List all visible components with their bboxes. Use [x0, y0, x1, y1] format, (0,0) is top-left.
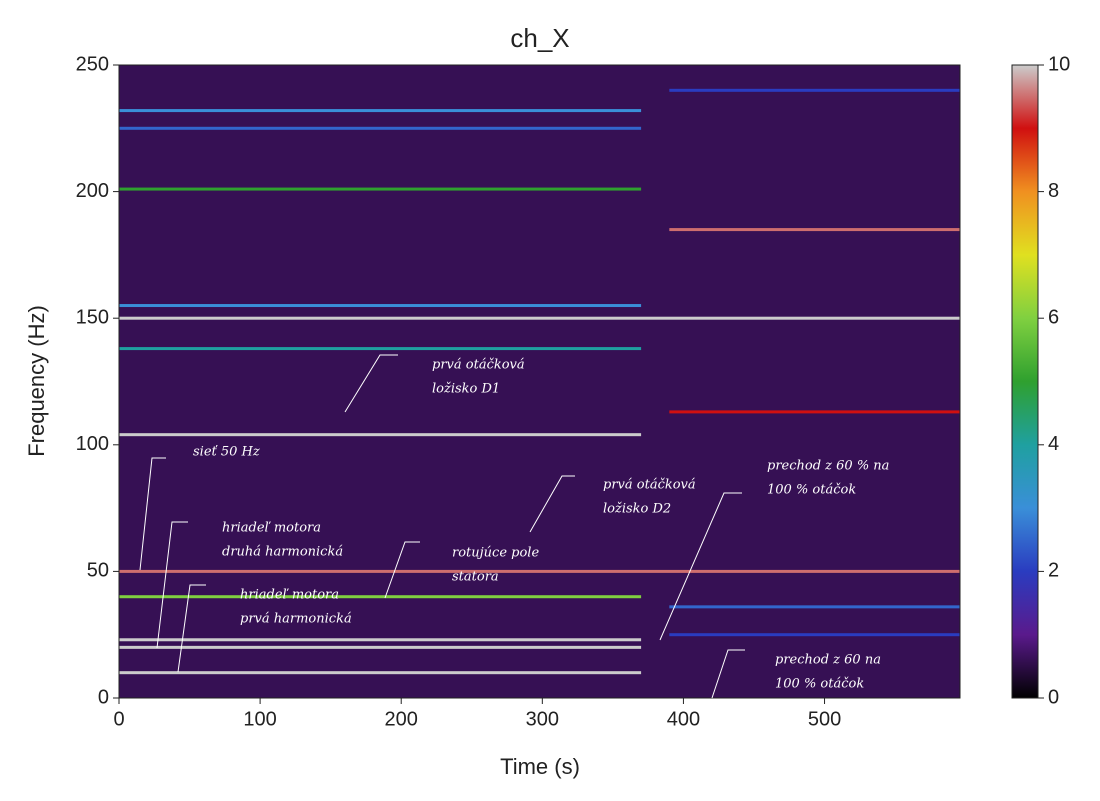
x-tick-label: 0 [113, 708, 124, 730]
annotation-leader [659, 492, 742, 641]
colorbar [1011, 64, 1039, 699]
y-tick-label: 0 [98, 686, 109, 708]
annotation: sieť 50 Hz [193, 445, 260, 460]
annotation-leader [384, 541, 420, 599]
spectrogram-background [119, 65, 960, 698]
annotation-leader [139, 457, 166, 571]
annotation-leader [177, 584, 206, 673]
frequency-line [669, 605, 960, 609]
frequency-line [119, 638, 642, 642]
frequency-line [119, 109, 642, 113]
frequency-line [119, 316, 960, 320]
annotation: hriadeľ motora [222, 521, 321, 536]
annotation: druhá harmonická [222, 545, 343, 560]
annotation: prvá otáčková [603, 478, 696, 493]
annotation: prechod z 60 na [775, 653, 881, 668]
chart-title: ch_X [510, 23, 569, 53]
annotation: rotujúce pole [452, 546, 539, 561]
frequency-line [119, 304, 642, 308]
annotation-leader [529, 475, 575, 533]
frequency-line [119, 595, 642, 599]
annotation: 100 % otáčok [767, 483, 856, 498]
frequency-line [669, 633, 960, 637]
frequency-line [119, 569, 960, 573]
annotation-leader [711, 649, 745, 699]
x-tick-label: 300 [526, 708, 559, 730]
frequency-line [119, 187, 642, 191]
x-tick-label: 400 [667, 708, 700, 730]
y-tick-label: 50 [87, 560, 109, 582]
annotation: prechod z 60 % na [767, 459, 889, 474]
annotation: 100 % otáčok [775, 677, 864, 692]
y-tick-label: 100 [76, 433, 109, 455]
annotation: statora [452, 570, 499, 585]
annotation: ložisko D2 [603, 502, 671, 517]
frequency-line [119, 347, 642, 351]
frequency-line [119, 671, 642, 675]
annotation: hriadeľ motora [240, 588, 339, 603]
frequency-line [119, 126, 642, 130]
x-tick-label: 200 [385, 708, 418, 730]
x-tick-label: 100 [243, 708, 276, 730]
colorbar-tick-label: 4 [1048, 433, 1059, 455]
y-tick-label: 250 [76, 53, 109, 75]
colorbar-tick-label: 2 [1048, 560, 1059, 582]
y-axis-label: Frequency (Hz) [24, 305, 49, 457]
x-tick-label: 500 [808, 708, 841, 730]
colorbar-tick-label: 0 [1048, 686, 1059, 708]
y-tick-label: 150 [76, 306, 109, 328]
plot-frame [118, 64, 961, 699]
annotation-leader [344, 354, 398, 413]
annotation-leader [156, 521, 188, 649]
y-tick-label: 200 [76, 180, 109, 202]
frequency-line [119, 433, 642, 437]
colorbar-tick-label: 8 [1048, 180, 1059, 202]
colorbar-tick-label: 10 [1048, 53, 1070, 75]
annotation: prvá harmonická [240, 612, 352, 627]
colorbar-tick-label: 6 [1048, 306, 1059, 328]
frequency-line [669, 228, 960, 232]
frequency-line [669, 88, 960, 92]
annotation: prvá otáčková [432, 358, 525, 373]
frequency-line [669, 410, 960, 414]
x-axis-label: Time (s) [500, 754, 580, 779]
frequency-line [119, 645, 642, 649]
annotation: ložisko D1 [432, 382, 500, 397]
